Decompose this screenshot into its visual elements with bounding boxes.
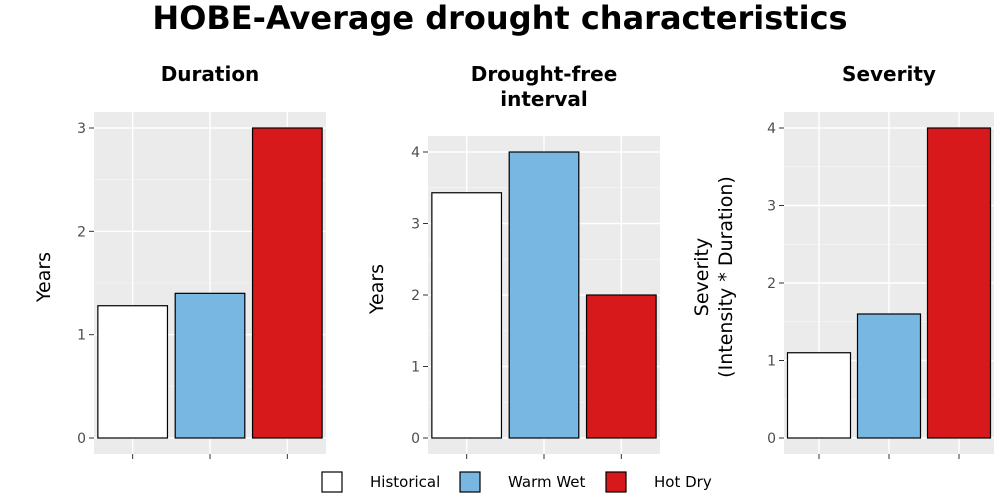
y-tick-label: 3 [77,121,86,137]
chart-panel-1: 0 1 2 3 Duration Years [33,62,326,459]
y-tick-label: 3 [767,199,776,215]
y-tick-label: 0 [411,431,420,447]
y-tick-label: 3 [411,217,420,233]
y-axis-label: Years [33,252,55,303]
y-tick-label: 1 [411,360,420,376]
y-axis-label: (Intensity * Duration) [715,176,737,378]
y-tick-label: 0 [77,431,86,447]
bar-hot-dry [926,127,992,439]
panel-title: Severity [842,62,936,86]
legend: Historical Warm Wet Hot Dry [321,471,712,493]
panel-title: Drought-free [471,62,618,86]
panel-title: Duration [161,62,260,86]
legend-key-historical [321,471,343,493]
bar-hot-dry [251,127,323,439]
y-axis-label: Severity [691,238,713,316]
bar-warm-wet [856,313,922,439]
y-tick-label: 1 [767,354,776,370]
y-tick-label: 2 [77,224,86,240]
figure-title: HOBE-Average drought characteristics [152,0,848,37]
bar-historical [786,352,852,439]
y-tick-label: 4 [411,145,420,161]
bar-warm-wet [174,292,246,439]
bar-historical [431,192,503,439]
y-tick-label: 2 [411,288,420,304]
y-tick-label: 1 [77,328,86,344]
y-tick-label: 4 [767,121,776,137]
legend-label: Hot Dry [654,473,712,491]
legend-label: Historical [370,473,440,491]
bar-warm-wet [508,151,580,439]
bar-hot-dry [585,294,657,439]
legend-key-warm-wet [459,471,481,493]
legend-key-hot-dry [605,471,627,493]
legend-label: Warm Wet [508,473,586,491]
panel-title: interval [500,87,587,111]
bar-historical [97,305,169,439]
y-axis-label: Years [366,264,388,315]
y-tick-label: 0 [767,431,776,447]
y-tick-label: 2 [767,276,776,292]
